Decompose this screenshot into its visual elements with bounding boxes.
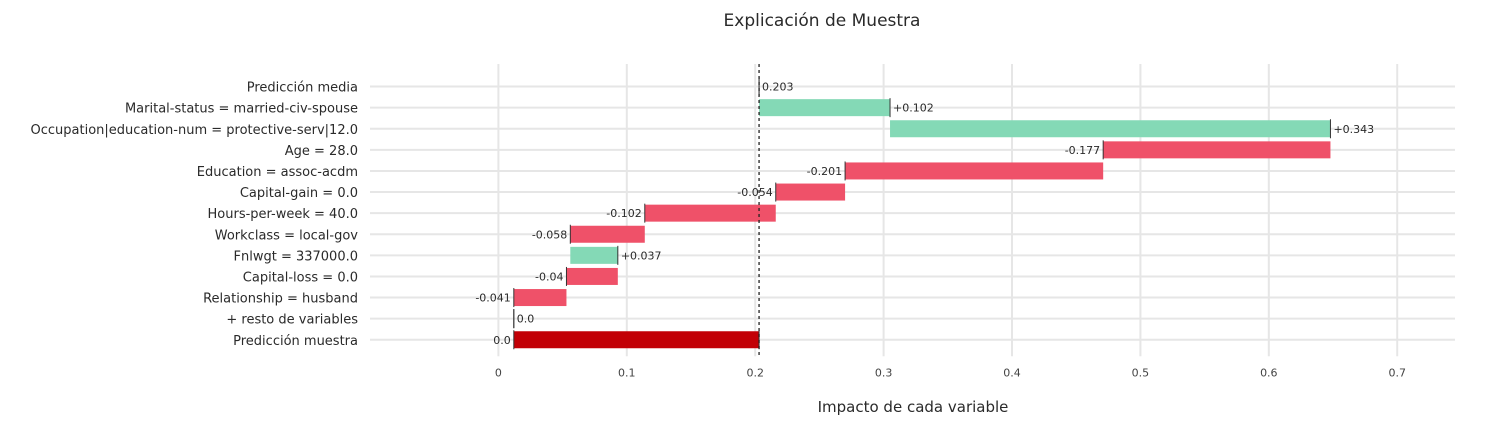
x-tick-label: 0.4 — [1003, 366, 1021, 379]
category-label: Predicción media — [247, 81, 358, 96]
bar-value-label: +0.037 — [621, 249, 662, 262]
waterfall-bar — [570, 246, 618, 264]
x-tick-label: 0.6 — [1260, 366, 1278, 379]
bar-value-label: +0.102 — [893, 102, 934, 115]
bar-value-label: 0.0 — [493, 334, 511, 347]
category-label: Relationship = husband — [203, 292, 358, 307]
waterfall-bar — [1103, 141, 1331, 159]
x-tick-label: 0.2 — [746, 366, 764, 379]
x-axis-ticks: 0 0.1 0.2 0.3 0.4 0.5 0.6 0.7 — [495, 366, 1406, 379]
category-label: Age = 28.0 — [285, 144, 358, 159]
bar-value-label: -0.058 — [532, 228, 567, 241]
chart-title: Explicación de Muestra — [724, 11, 921, 31]
category-label: Marital-status = married-civ-spouse — [125, 102, 358, 117]
bar-value-label: -0.041 — [475, 292, 510, 305]
value-labels: 0.203 +0.102 +0.343 -0.177 -0.201 -0.054 -0.10… — [475, 81, 1374, 347]
x-tick-label: 0.7 — [1388, 366, 1406, 379]
category-label: Workclass = local-gov — [215, 228, 359, 243]
bar-value-label: 0.203 — [762, 81, 794, 94]
x-tick-label: 0.3 — [875, 366, 893, 379]
x-axis-title: Impacto de cada variable — [818, 398, 1009, 416]
waterfall-bar — [513, 331, 760, 349]
x-tick-label: 0 — [495, 366, 502, 379]
waterfall-bar — [513, 289, 567, 307]
category-label: + resto de variables — [226, 313, 358, 328]
category-label: Occupation|education-num = protective-se… — [31, 123, 359, 138]
bar-value-label: -0.102 — [606, 207, 641, 220]
waterfall-bar — [644, 204, 776, 222]
category-label: Hours-per-week = 40.0 — [208, 207, 359, 222]
waterfall-bar — [775, 183, 846, 201]
bar-value-label: +0.343 — [1333, 123, 1374, 136]
bar-value-label: 0.0 — [517, 313, 535, 326]
x-tick-label: 0.1 — [618, 366, 636, 379]
waterfall-bar — [845, 162, 1104, 180]
category-label: Education = assoc-acdm — [197, 165, 358, 180]
category-label: Fnlwgt = 337000.0 — [234, 249, 359, 264]
x-tick-label: 0.5 — [1132, 366, 1150, 379]
bar-value-label: -0.177 — [1065, 144, 1100, 157]
category-label: Capital-loss = 0.0 — [243, 270, 358, 285]
category-label: Predicción muestra — [233, 334, 358, 349]
category-label: Capital-gain = 0.0 — [240, 186, 358, 201]
bar-value-label: -0.201 — [807, 165, 842, 178]
waterfall-bar — [570, 225, 645, 243]
bar-value-label: -0.054 — [737, 186, 772, 199]
bars — [513, 64, 1331, 357]
bar-value-label: -0.04 — [535, 270, 563, 283]
waterfall-bar — [566, 267, 618, 285]
category-labels: Predicción media Marital-status = married… — [31, 81, 359, 349]
waterfall-bar — [890, 120, 1331, 138]
waterfall-bar — [759, 99, 891, 117]
